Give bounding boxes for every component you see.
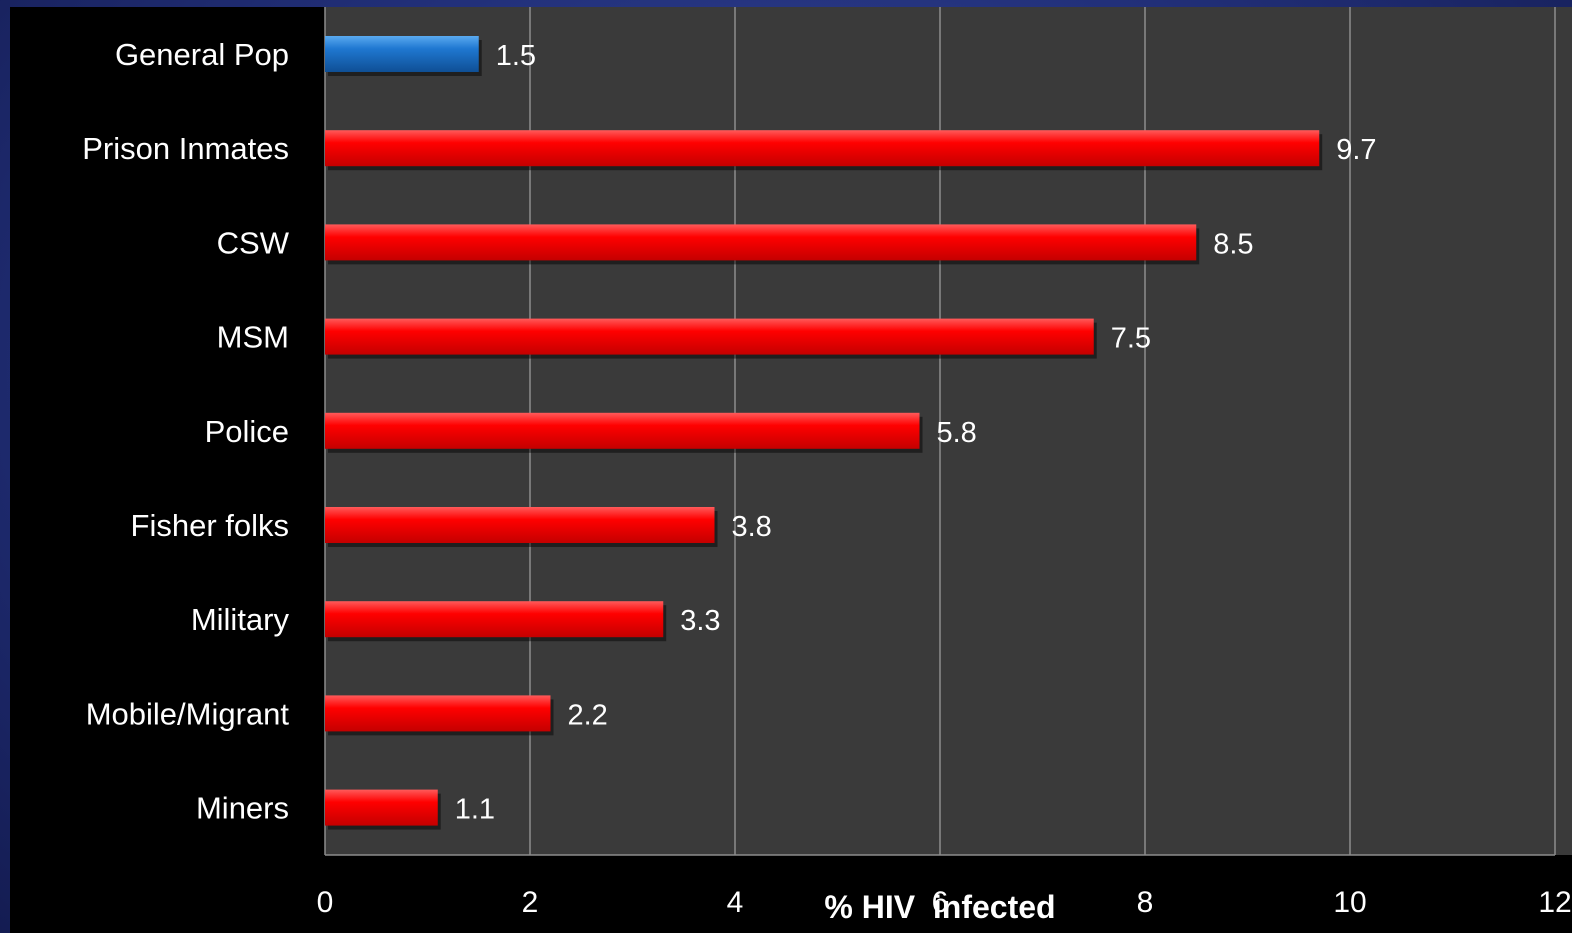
x-tick-label: 12 xyxy=(1538,886,1571,919)
data-label: 3.3 xyxy=(680,605,720,637)
category-label: General Pop xyxy=(115,37,289,72)
x-tick-label: 2 xyxy=(522,886,539,919)
category-label: CSW xyxy=(217,225,290,260)
bar-csw xyxy=(325,224,1197,261)
x-tick-label: 8 xyxy=(1137,886,1154,919)
data-label: 1.1 xyxy=(455,794,495,826)
x-tick-labels: 0 2 4 6 8 10 12 xyxy=(317,886,1572,919)
bar-fisher-folks xyxy=(325,507,715,543)
bar-military xyxy=(325,601,664,638)
category-label: Fisher folks xyxy=(131,508,289,543)
category-label: Police xyxy=(205,414,289,449)
bar-police xyxy=(325,412,920,449)
bar-mobile-migrant xyxy=(325,695,551,732)
data-labels: 1.5 9.7 8.5 7.5 5.8 3.8 3.3 2.2 1.1 xyxy=(455,40,1377,826)
bar-miners xyxy=(325,789,438,826)
x-tick-label: 6 xyxy=(932,886,949,919)
x-tick-label: 10 xyxy=(1333,886,1366,919)
data-label: 1.5 xyxy=(496,40,536,72)
data-label: 7.5 xyxy=(1111,323,1151,355)
x-tick-label: 0 xyxy=(317,886,334,919)
data-label: 5.8 xyxy=(937,417,977,449)
bar-msm xyxy=(325,318,1094,355)
bar-prison-inmates xyxy=(325,130,1320,167)
category-label: Military xyxy=(191,602,290,637)
category-label: MSM xyxy=(217,320,289,355)
category-label: Prison Inmates xyxy=(82,131,289,166)
data-label: 3.8 xyxy=(732,511,772,543)
category-labels: General Pop Prison Inmates CSW MSM Police Fis… xyxy=(82,37,290,826)
category-label: Miners xyxy=(196,791,289,826)
data-label: 8.5 xyxy=(1213,228,1253,260)
bars xyxy=(325,36,1323,830)
bar-general-pop xyxy=(325,36,479,72)
data-label: 2.2 xyxy=(568,699,608,731)
data-label: 9.7 xyxy=(1336,134,1376,166)
category-label: Mobile/Migrant xyxy=(86,696,290,731)
x-tick-label: 4 xyxy=(727,886,744,919)
x-axis-title: % HIV infected xyxy=(824,889,1055,925)
